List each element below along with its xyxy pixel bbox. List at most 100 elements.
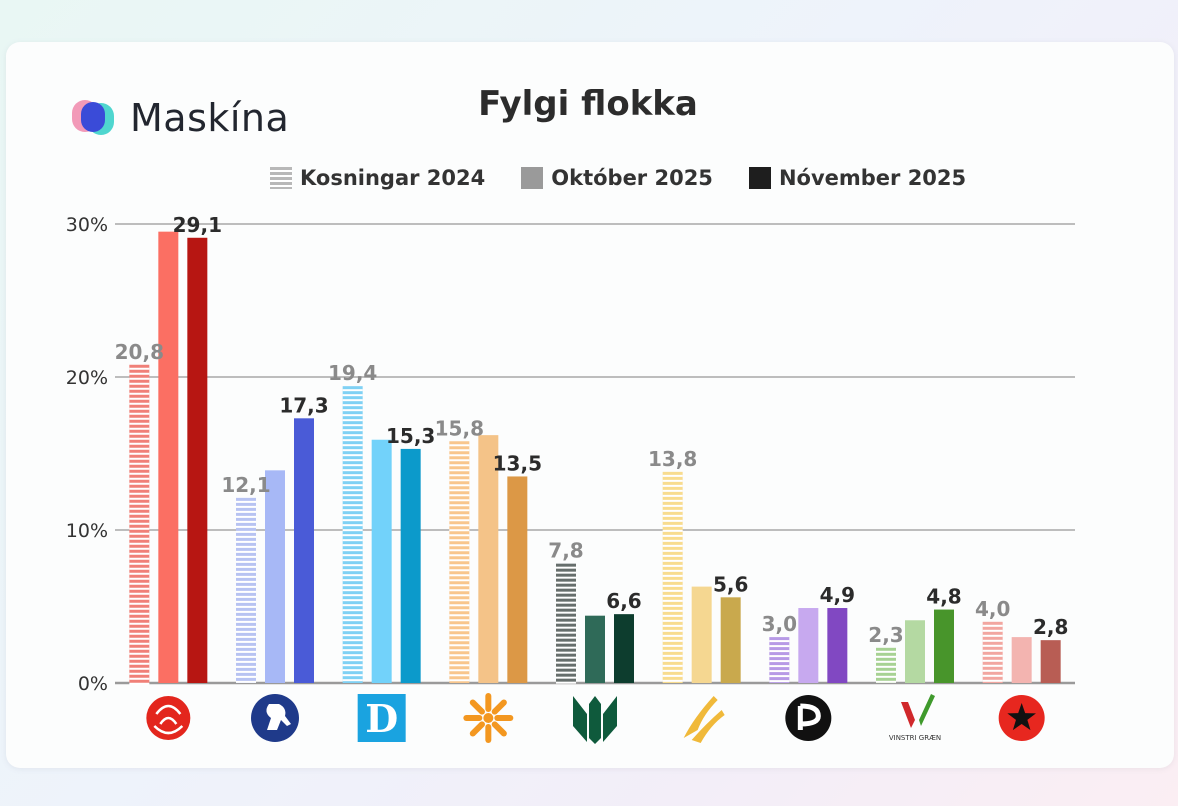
vg-green [919,694,935,726]
bar-stripe [129,602,150,605]
party-icons: D VINSTRI GRÆN [146,693,1045,744]
bar-stripe [129,607,150,610]
sun-ray [469,699,485,715]
value-label: 15,8 [435,416,484,440]
bar-stripe [129,507,150,510]
bar-stripe [876,650,896,653]
bar-kosningar-2024 [342,386,363,683]
bar-stripe [129,587,150,590]
bar-stripe [342,479,363,482]
bar-november-2025 [187,237,208,683]
bar-stripe [449,449,470,452]
bar-stripe [449,544,470,547]
bar-oktober-2025 [691,586,712,683]
bar-stripe [342,509,363,512]
bar-stripe [769,645,790,648]
bar-stripe [556,641,576,644]
value-label: 2,3 [868,623,903,647]
pirate-bg [785,695,832,741]
bar-stripe [342,524,363,527]
bar-stripe [662,649,683,652]
bar-stripe [129,502,150,505]
bar-stripe [876,670,896,673]
bar-stripe [129,537,150,540]
sun-ray [469,721,485,737]
sun-icon [463,693,514,743]
bar-kosningar-2024 [769,637,790,683]
bar-stripe [129,442,150,445]
bar-stripe [236,630,256,633]
bar-fill [236,497,256,683]
bar-stripe [236,645,256,648]
bar-stripe [129,477,150,480]
bar-stripe [556,566,576,569]
bar-stripe [342,499,363,502]
bar-stripe [662,519,683,522]
bar-stripe [342,614,363,617]
bar-stripe [129,392,150,395]
bar-stripe [236,545,256,548]
bar-stripe [662,499,683,502]
bar-stripe [449,584,470,587]
bar-stripe [449,534,470,537]
bar-stripe [236,670,256,673]
bar-stripe [236,655,256,658]
bar-stripe [342,609,363,612]
bar-stripe [129,422,150,425]
value-label: 20,8 [115,340,164,364]
bar-november-2025 [400,448,421,683]
bar-stripe [342,489,363,492]
bar-stripe [982,664,1003,667]
bar-stripe [129,487,150,490]
bar-stripe [982,679,1003,682]
bar-stripe [556,646,576,649]
maskina-logo-icon [72,100,114,135]
bar-stripe [342,634,363,637]
legend-item-oktober-2025: Október 2025 [521,166,713,190]
bar-stripe [556,596,576,599]
bar-stripe [236,510,256,513]
bar-stripe [556,601,576,604]
bar-kosningar-2024 [876,647,896,683]
bar-stripe [129,402,150,405]
bar-stripe [129,467,150,470]
bar-oktober-2025 [1011,637,1032,683]
bar-stripe [342,559,363,562]
bar-stripe [449,664,470,667]
bar-stripe [449,639,470,642]
bar-stripe [556,666,576,669]
bar-stripe [342,624,363,627]
bar-stripe [876,660,896,663]
bar-stripe [876,680,896,683]
bar-stripe [342,649,363,652]
chart-title: Fylgi flokka [478,84,698,124]
bar-stripe [342,434,363,437]
bar-stripe [236,665,256,668]
bar-oktober-2025 [158,231,179,683]
bar-stripe [129,432,150,435]
bar-stripe [556,676,576,679]
bar-stripe [236,570,256,573]
bar-stripe [662,644,683,647]
value-label: 13,5 [493,451,542,475]
bar-stripe [556,576,576,579]
bar-stripe [556,656,576,659]
bar-stripe [662,634,683,637]
bar-stripe [449,549,470,552]
bar-november-2025 [1040,640,1061,683]
bar-stripe [129,527,150,530]
bar-stripe [449,444,470,447]
bar-stripe [342,469,363,472]
bar-stripe [662,599,683,602]
bar-stripe [662,674,683,677]
bar-stripe [129,637,150,640]
bar-stripe [449,474,470,477]
bar-stripe [236,600,256,603]
bar-november-2025 [614,614,634,683]
bar-oktober-2025 [371,439,392,683]
bar-stripe [342,619,363,622]
bar-stripe [129,592,150,595]
value-label: 6,6 [606,589,641,613]
bar-stripe [342,404,363,407]
bar-stripe [129,437,150,440]
